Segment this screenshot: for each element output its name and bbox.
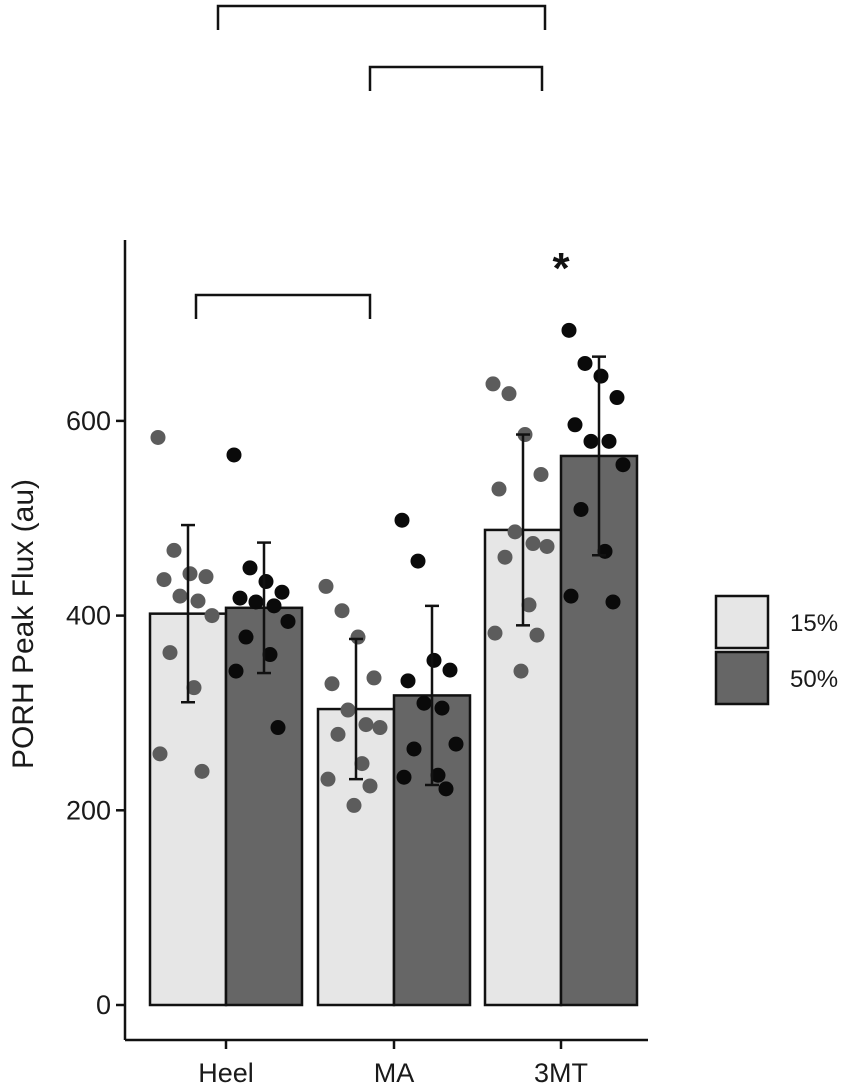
data-point (258, 574, 274, 590)
data-point (354, 756, 370, 772)
x-tick-label: Heel (198, 1058, 254, 1088)
legend-swatch (714, 594, 770, 650)
data-point (150, 429, 166, 445)
significance-asterisk: * (552, 244, 570, 293)
data-point (366, 670, 382, 686)
data-point (485, 376, 501, 392)
data-point (346, 797, 362, 813)
data-point (396, 769, 412, 785)
data-point (491, 481, 507, 497)
data-point (226, 447, 242, 463)
significance-bracket (368, 65, 544, 91)
data-point (162, 645, 178, 661)
legend-label: 15% (790, 610, 838, 637)
data-point (330, 726, 346, 742)
y-tick-label: 0 (96, 990, 111, 1020)
data-point (190, 593, 206, 609)
data-point (166, 542, 182, 558)
data-point (280, 613, 296, 629)
data-point (507, 524, 523, 540)
data-point (232, 590, 248, 606)
legend: 15% 50% (714, 594, 838, 706)
data-point (394, 512, 410, 528)
error-bars (181, 355, 606, 787)
data-point (563, 588, 579, 604)
data-point (318, 578, 334, 594)
y-tick-label: 400 (66, 601, 111, 631)
data-point (434, 700, 450, 716)
data-point (416, 695, 432, 711)
x-tick-label: 3MT (534, 1058, 588, 1088)
data-point (501, 386, 517, 402)
y-tick-label: 200 (66, 795, 111, 825)
significance-bracket (194, 293, 372, 319)
data-point (204, 608, 220, 624)
data-point (448, 736, 464, 752)
data-point (320, 771, 336, 787)
bars (148, 454, 639, 1007)
data-point (442, 662, 458, 678)
data-point (430, 767, 446, 783)
data-point (228, 663, 244, 679)
data-point (186, 680, 202, 696)
data-point (334, 603, 350, 619)
data-point (605, 594, 621, 610)
data-point (266, 598, 282, 614)
data-point (533, 466, 549, 482)
data-point (172, 588, 188, 604)
data-point (529, 627, 545, 643)
data-point (410, 553, 426, 569)
data-point (362, 778, 378, 794)
data-point (521, 597, 537, 613)
data-point (573, 501, 589, 517)
data-point (583, 433, 599, 449)
significance-brackets: * (194, 4, 570, 319)
data-point (497, 549, 513, 565)
data-point (406, 741, 422, 757)
data-point (242, 560, 258, 576)
data-point (198, 569, 214, 585)
data-point (400, 673, 416, 689)
data-point (513, 663, 529, 679)
data-point (539, 538, 555, 554)
data-point (525, 536, 541, 552)
data-point (593, 368, 609, 384)
data-point (426, 652, 442, 668)
data-point (609, 390, 625, 406)
data-point (340, 702, 356, 718)
data-point (324, 676, 340, 692)
data-point (438, 781, 454, 797)
data-point (350, 629, 366, 645)
data-points (150, 322, 631, 813)
data-point (194, 763, 210, 779)
x-tick-label: MA (374, 1058, 415, 1088)
y-axis-title: PORH Peak Flux (au) (7, 479, 40, 769)
data-point (262, 647, 278, 663)
data-point (487, 625, 503, 641)
data-point (615, 457, 631, 473)
data-point (238, 629, 254, 645)
y-tick-label: 600 (66, 406, 111, 436)
data-point (270, 720, 286, 736)
legend-swatch (714, 650, 770, 706)
data-point (248, 594, 264, 610)
significance-bracket (216, 4, 547, 30)
data-point (274, 584, 290, 600)
data-point (567, 417, 583, 433)
data-point (152, 746, 168, 762)
data-point (601, 433, 617, 449)
data-point (156, 572, 172, 588)
data-point (577, 355, 593, 371)
data-point (182, 566, 198, 582)
data-point (372, 720, 388, 736)
legend-label: 50% (790, 666, 838, 693)
data-point (358, 717, 374, 733)
axes: 0 200 400 600 Heel MA 3MT (66, 240, 648, 1088)
data-point (561, 322, 577, 338)
